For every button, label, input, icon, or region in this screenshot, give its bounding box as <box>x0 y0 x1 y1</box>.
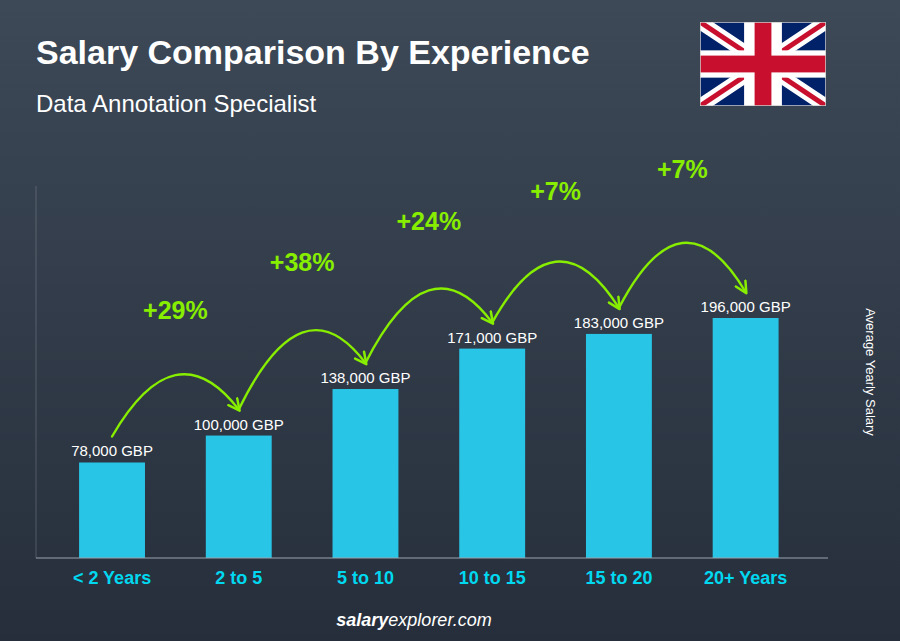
title: Salary Comparison By Experience <box>36 33 590 71</box>
annotation-arc <box>112 374 239 436</box>
bar <box>586 334 652 558</box>
chart: Salary Comparison By Experience Data Anno… <box>0 0 900 641</box>
annotation: +7% <box>530 177 581 205</box>
data-label: 171,000 GBP <box>447 329 537 346</box>
bar <box>459 349 525 558</box>
annotations: +29% +38% +24% +7% +7% <box>112 155 746 436</box>
bar <box>713 318 779 558</box>
subtitle: Data Annotation Specialist <box>36 90 317 117</box>
data-label: 100,000 GBP <box>194 416 284 433</box>
annotation-arc <box>239 330 366 409</box>
x-tick-label: 20+ Years <box>704 568 787 588</box>
annotation: +7% <box>657 155 708 183</box>
watermark-normal: explorer.com <box>388 610 491 630</box>
annotation-arc <box>365 288 492 363</box>
annotation: +24% <box>397 207 462 235</box>
bars <box>79 318 778 558</box>
data-label: 183,000 GBP <box>574 314 664 331</box>
flag <box>700 22 826 106</box>
data-label: 78,000 GBP <box>71 442 153 459</box>
x-tick-label: 10 to 15 <box>459 568 526 588</box>
annotation-arc <box>492 262 619 323</box>
bar <box>206 436 272 558</box>
bar <box>79 462 145 558</box>
x-tick-label: 15 to 20 <box>585 568 652 588</box>
x-tick-label: < 2 Years <box>73 568 151 588</box>
watermark: salaryexplorer.com <box>336 610 491 630</box>
x-tick-label: 2 to 5 <box>215 568 262 588</box>
x-tick-label: 5 to 10 <box>337 568 394 588</box>
annotation: +29% <box>143 296 208 324</box>
data-label: 138,000 GBP <box>320 369 410 386</box>
y-axis-label: Average Yearly Salary <box>863 308 878 436</box>
annotation: +38% <box>270 248 335 276</box>
watermark-bold: salary <box>336 610 389 630</box>
y-axis <box>36 186 37 558</box>
bar <box>333 389 399 558</box>
background <box>0 0 900 641</box>
annotation-arc <box>619 243 746 308</box>
data-label: 196,000 GBP <box>701 298 791 315</box>
x-axis <box>36 557 828 558</box>
